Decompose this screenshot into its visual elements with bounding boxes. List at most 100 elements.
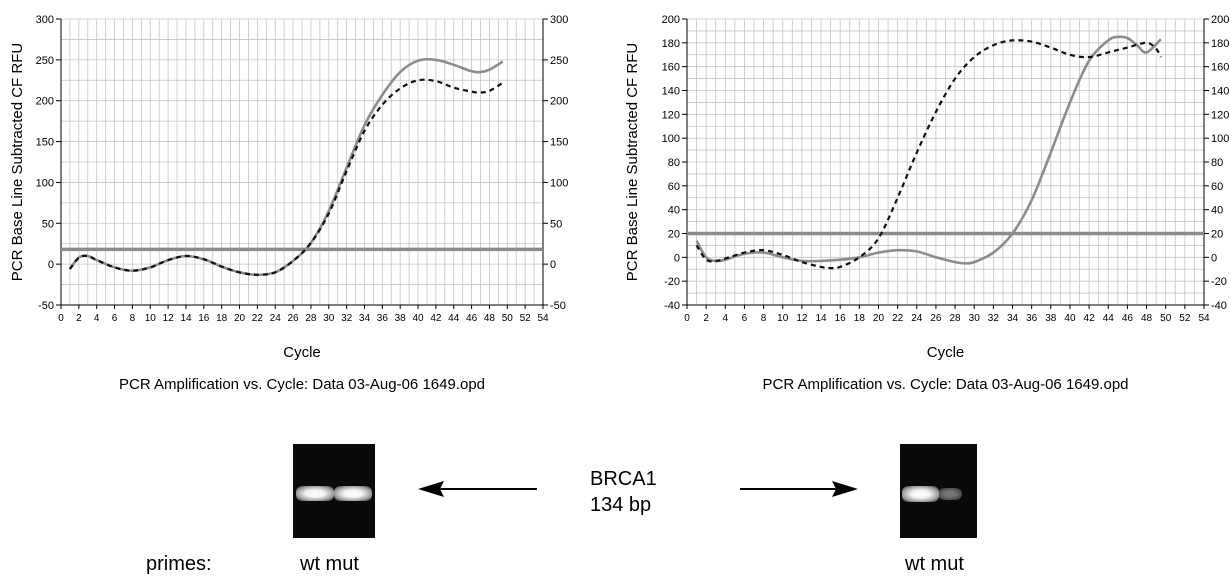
x-tick-label: 32 [341,313,353,324]
x-tick-label: 40 [1064,313,1076,324]
y-tick-label-right: 0 [1211,252,1217,264]
x-tick-label: 36 [377,313,389,324]
x-tick-label: 54 [537,313,549,324]
x-tick-label: 20 [234,313,246,324]
x-tick-label: 54 [1198,313,1210,324]
x-tick-label: 44 [448,313,460,324]
y-tick-label-right: 140 [1211,86,1229,98]
gel-gene-name: BRCA1 [590,468,657,490]
y-tick-label-left: 40 [668,205,680,217]
lane-label-right: wt mut [905,553,964,575]
x-tick-label: 6 [742,313,748,324]
x-tick-label: 30 [969,313,981,324]
y-tick-label-left: 250 [36,55,54,67]
y-tick-label-right: -40 [1211,300,1227,312]
series-line-mut [695,39,1162,270]
x-tick-label: 44 [1103,313,1115,324]
x-tick-label: 28 [950,313,962,324]
x-tick-label: 10 [145,313,157,324]
x-tick-label: 16 [835,313,847,324]
gel-image-right [900,444,977,538]
gel-image-left [293,444,375,538]
x-tick-label: 26 [288,313,300,324]
y-tick-label-left: 200 [36,96,54,108]
y-tick-label-right: 0 [550,259,556,271]
gel-band-wt-right [902,486,939,502]
gel-band-mut-left [334,486,372,501]
x-tick-label: 4 [94,313,100,324]
y-tick-label-left: 100 [662,133,680,145]
grid [686,18,1205,306]
y-tick-label-right: 150 [550,137,568,149]
y-tick-label-right: 120 [1211,109,1229,121]
x-tick-label: 42 [1084,313,1096,324]
x-tick-label: 42 [430,313,442,324]
grid [60,18,544,306]
y-tick-label-right: 60 [1211,181,1223,193]
x-tick-label: 0 [58,313,64,324]
y-tick-label-right: 200 [1211,14,1229,26]
x-tick-label: 14 [815,313,827,324]
x-axis-label: Cycle [927,344,965,361]
x-tick-label: 34 [1007,313,1019,324]
series-line-mut [69,78,504,276]
y-tick-label-right: 200 [550,96,568,108]
x-tick-label: 34 [359,313,371,324]
x-tick-label: 4 [723,313,729,324]
x-tick-label: 52 [1179,313,1191,324]
x-tick-label: 28 [305,313,317,324]
y-tick-label-right: 180 [1211,38,1229,50]
x-tick-label: 38 [395,313,407,324]
y-tick-label-left: 0 [48,259,54,271]
x-tick-label: 32 [988,313,1000,324]
y-tick-label-right: 300 [550,14,568,26]
y-tick-label-left: 150 [36,137,54,149]
y-axis-label: PCR Base Line Subtracted CF RFU [9,43,26,281]
y-tick-label-left: -40 [664,300,680,312]
chart-title: PCR Amplification vs. Cycle: Data 03-Aug… [762,376,1128,393]
lane-label-left: wt mut [300,553,359,575]
y-tick-label-right: 40 [1211,205,1223,217]
y-tick-label-left: 120 [662,109,680,121]
x-tick-label: 50 [502,313,514,324]
x-tick-label: 48 [1141,313,1153,324]
y-tick-label-left: 60 [668,181,680,193]
y-tick-label-left: 140 [662,86,680,98]
x-tick-label: 36 [1026,313,1038,324]
x-tick-label: 18 [216,313,228,324]
y-tick-label-right: 20 [1211,229,1223,241]
y-tick-label-left: 180 [662,38,680,50]
y-tick-label-left: 80 [668,157,680,169]
x-tick-label: 6 [112,313,118,324]
arrow-left-icon [418,481,537,497]
x-tick-label: 16 [198,313,210,324]
chart-title: PCR Amplification vs. Cycle: Data 03-Aug… [119,376,485,393]
x-tick-label: 26 [930,313,942,324]
x-tick-label: 22 [252,313,264,324]
y-tick-label-left: 100 [36,177,54,189]
y-tick-label-right: 160 [1211,62,1229,74]
y-tick-label-left: 160 [662,62,680,74]
x-tick-label: 40 [412,313,424,324]
x-tick-label: 38 [1045,313,1057,324]
y-tick-label-right: 100 [550,177,568,189]
x-axis-label: Cycle [283,344,321,361]
x-tick-label: 50 [1160,313,1172,324]
gel-target-label: BRCA1 134 bp [590,466,657,518]
x-tick-label: 10 [777,313,789,324]
arrow-right-icon [740,481,858,497]
x-tick-label: 12 [796,313,808,324]
x-tick-label: 24 [270,313,282,324]
x-tick-label: 24 [911,313,923,324]
x-tick-label: 12 [163,313,175,324]
x-tick-label: 2 [703,313,709,324]
y-tick-label-left: 20 [668,229,680,241]
x-tick-label: 2 [76,313,82,324]
series-line-wt [695,35,1162,265]
y-axis-label: PCR Base Line Subtracted CF RFU [624,43,641,281]
x-tick-label: 48 [484,313,496,324]
x-tick-label: 14 [180,313,192,324]
x-tick-label: 46 [466,313,478,324]
